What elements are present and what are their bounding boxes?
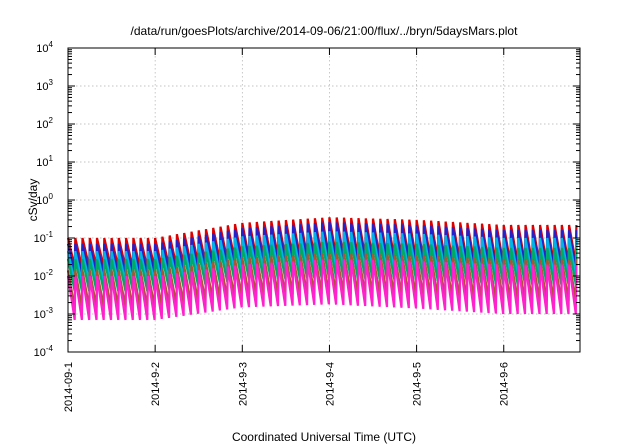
y-tick-mantissa: 10	[36, 119, 48, 131]
y-tick-label: 103	[36, 78, 53, 93]
y-tick-mantissa: 10	[36, 195, 48, 207]
y-tick-mantissa: 10	[34, 347, 46, 359]
y-tick-mantissa: 10	[36, 81, 48, 93]
y-tick-label: 10-2	[34, 268, 54, 283]
y-tick-label: 100	[36, 192, 53, 207]
y-tick-exponent: 3	[49, 78, 54, 87]
y-tick-mantissa: 10	[34, 233, 46, 245]
x-tick-label: 2014-9-3	[237, 362, 249, 406]
y-tick-exponent: -3	[46, 306, 54, 315]
x-tick-label: 2014-9-6	[499, 362, 511, 406]
y-tick-mantissa: 10	[34, 309, 46, 321]
y-tick-exponent: 0	[49, 192, 54, 201]
x-axis-label: Coordinated Universal Time (UTC)	[232, 430, 416, 444]
y-tick-exponent: -4	[46, 344, 54, 353]
y-tick-exponent: -2	[46, 268, 54, 277]
y-tick-exponent: 4	[49, 40, 54, 49]
chart-title: /data/run/goesPlots/archive/2014-09-06/2…	[131, 24, 519, 38]
x-tick-label: 2014-09-1	[63, 362, 75, 412]
series-group	[66, 217, 578, 321]
y-tick-label: 10-3	[34, 306, 54, 321]
y-tick-mantissa: 10	[36, 157, 48, 169]
y-axis-label: cSv/day	[26, 179, 40, 222]
y-tick-exponent: -1	[46, 230, 54, 239]
x-tick-label: 2014-9-5	[412, 362, 424, 406]
y-tick-label: 101	[36, 154, 53, 169]
y-tick-mantissa: 10	[36, 43, 48, 55]
y-tick-label: 10-1	[34, 230, 54, 245]
x-tick-label: 2014-9-2	[150, 362, 162, 406]
y-tick-mantissa: 10	[34, 271, 46, 283]
y-tick-label: 104	[36, 40, 53, 55]
series-line-6	[66, 258, 578, 321]
x-tick-label: 2014-9-4	[324, 362, 336, 406]
y-tick-label: 102	[36, 116, 53, 131]
y-tick-exponent: 1	[49, 154, 54, 163]
y-tick-exponent: 2	[49, 116, 54, 125]
y-tick-label: 10-4	[34, 344, 54, 359]
x-axis: 2014-09-1 2014-9-2 2014-9-3 2014-9-4 2014-9-…	[63, 48, 511, 412]
